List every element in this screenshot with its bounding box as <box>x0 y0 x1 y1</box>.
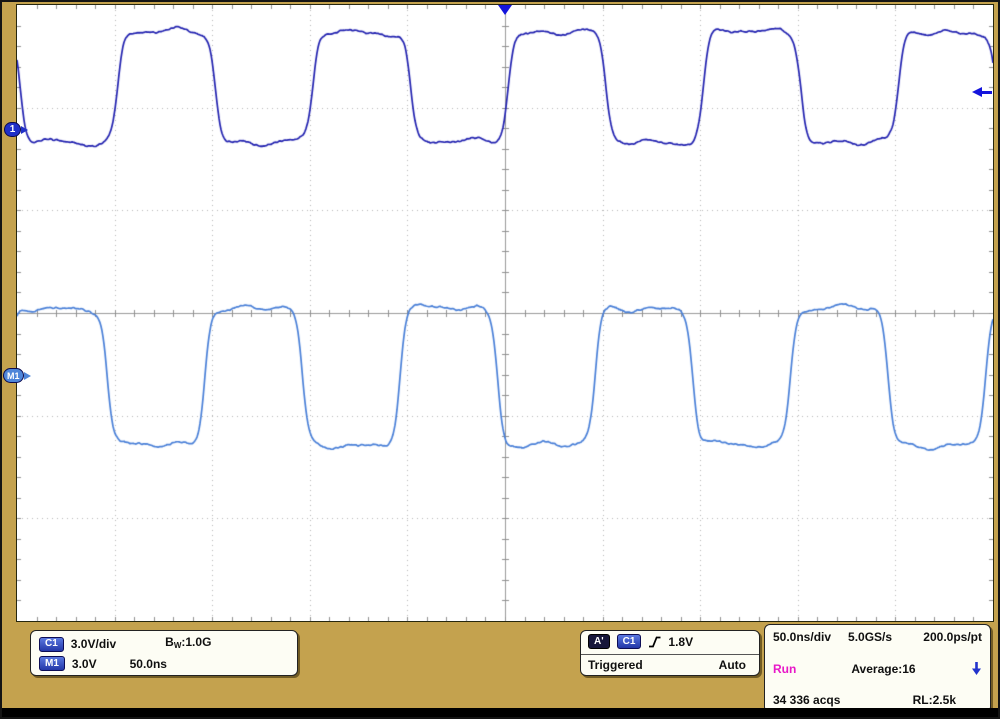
graticule-area: 1 M1 <box>3 4 994 622</box>
m1-scale: 3.0V <box>71 656 97 671</box>
m1-marker-badge: M1 <box>3 368 24 383</box>
rising-edge-slope-icon <box>648 635 661 649</box>
trigger-mode: Auto <box>718 658 746 672</box>
ch1-position-marker[interactable]: 1 <box>4 122 28 137</box>
m1-badge: M1 <box>39 656 65 671</box>
ch1-readout-row: C1 3.0V/div BW:1.0G <box>39 635 289 653</box>
m1-timebase: 50.0ns <box>129 656 167 671</box>
record-length: RL:2.5k <box>912 693 956 707</box>
ch1-scale: 3.0V/div <box>70 637 117 651</box>
resolution-value: 200.0ps/pt <box>923 630 982 644</box>
trigger-level-arrow-icon <box>972 87 982 97</box>
timebase-value: 50.0ns/div <box>773 630 832 644</box>
acquisition-state-row: Run Average:16 <box>773 661 982 676</box>
sample-rate-value: 5.0GS/s <box>848 630 893 644</box>
trigger-level-marker-icon[interactable] <box>972 87 992 97</box>
ch1-bandwidth: BW:1.0G <box>165 635 212 650</box>
timebase-row: 50.0ns/div 5.0GS/s 200.0ps/pt <box>773 630 982 644</box>
trigger-settings-row: A' C1 1.8V <box>588 634 752 649</box>
ch1-badge: C1 <box>39 636 64 652</box>
run-state: Run <box>773 661 797 676</box>
trigger-source-badge: C1 <box>616 634 642 649</box>
ch1-marker-badge: 1 <box>4 122 21 137</box>
trigger-mode-badge: A' <box>588 634 610 649</box>
m1-readout-row: M1 3.0V 50.0ns <box>39 656 289 671</box>
trigger-status-row: Triggered Auto <box>581 654 759 672</box>
vertical-readout-box[interactable]: C1 3.0V/div BW:1.0G M1 3.0V 50.0ns <box>30 630 298 676</box>
m1-marker-arrow-icon <box>23 371 31 380</box>
trigger-level-stem <box>982 90 992 94</box>
horizontal-readout-box[interactable]: 50.0ns/div 5.0GS/s 200.0ps/pt Run Averag… <box>764 624 991 713</box>
ch1-marker-arrow-icon <box>21 125 28 134</box>
acquisition-count-row: 34 336 acqs RL:2.5k <box>773 693 982 707</box>
waveform-display <box>17 5 993 621</box>
trigger-level-value: 1.8V <box>668 634 694 649</box>
m1-position-marker[interactable]: M1 <box>3 368 31 383</box>
trigger-position-marker-icon[interactable] <box>498 5 512 15</box>
average-count: Average:16 <box>851 661 916 676</box>
down-arrow-icon[interactable] <box>971 661 982 676</box>
acqs-count: 34 336 acqs <box>773 693 841 707</box>
trigger-readout-box[interactable]: A' C1 1.8V Triggered Auto <box>580 630 760 676</box>
trigger-status: Triggered <box>588 658 643 672</box>
bottom-frame-bar <box>2 708 998 717</box>
